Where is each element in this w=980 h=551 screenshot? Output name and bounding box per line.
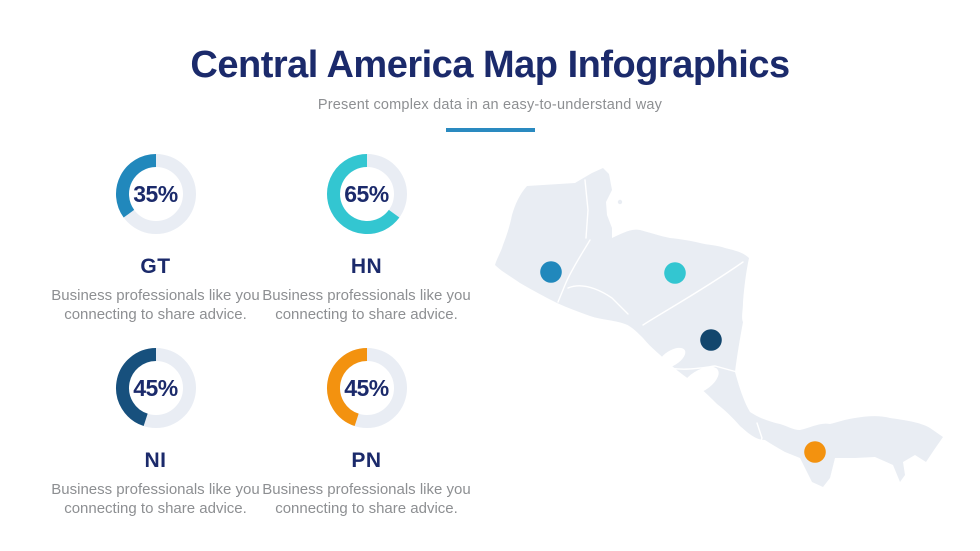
donut-percent-label: 45%	[344, 374, 389, 401]
donut-value-arc	[326, 348, 367, 427]
border-guatemala-east	[557, 239, 591, 303]
border-guatemala-belize	[584, 179, 589, 239]
map-marker-gt	[540, 261, 562, 283]
stat-description: Business professionals like you connecti…	[51, 287, 260, 323]
donut-svg	[326, 154, 407, 234]
donut-svg	[326, 348, 407, 428]
donut-percent-label: 35%	[133, 180, 178, 207]
title-underline-accent	[446, 128, 535, 132]
lake-managua	[658, 347, 686, 369]
map-island	[617, 199, 623, 205]
stat-description: Business professionals like you connecti…	[262, 287, 471, 323]
stats-grid: 35% GT Business professionals like you c…	[50, 152, 472, 518]
map-landmass	[495, 168, 943, 487]
lake-nicaragua	[681, 366, 719, 396]
page-subtitle: Present complex data in an easy-to-under…	[317, 97, 663, 113]
country-borders	[557, 179, 763, 453]
donut-svg	[115, 348, 196, 428]
donut-value-arc	[115, 154, 156, 218]
map-marker-ni	[700, 329, 722, 351]
donut-chart: 45%	[325, 346, 409, 430]
country-code-label: GT	[140, 255, 171, 278]
donut-percent-label: 45%	[133, 374, 178, 401]
stat-card-ni: 45% NI Business professionals like you c…	[50, 346, 261, 518]
stat-card-pn: 45% PN Business professionals like you c…	[261, 346, 472, 518]
donut-percent-label: 65%	[344, 180, 389, 207]
stat-description: Business professionals like you connecti…	[262, 481, 471, 517]
border-nicaragua-costarica	[661, 365, 738, 373]
border-elsalvador-honduras	[567, 285, 629, 315]
central-america-map	[495, 168, 943, 487]
page-title: Central America Map Infographics	[190, 44, 790, 86]
country-code-label: PN	[351, 449, 382, 472]
donut-value-arc	[115, 348, 156, 427]
country-code-label: HN	[350, 255, 383, 278]
country-code-label: NI	[144, 449, 167, 472]
donut-value-arc	[326, 154, 399, 234]
stat-card-gt: 35% GT Business professionals like you c…	[50, 152, 261, 346]
border-honduras-nicaragua	[642, 261, 744, 326]
donut-chart: 35%	[114, 152, 198, 236]
map-marker-hn	[664, 262, 686, 284]
donut-chart: 45%	[114, 346, 198, 430]
donut-svg	[115, 154, 196, 234]
stat-description: Business professionals like you connecti…	[51, 481, 260, 517]
donut-chart: 65%	[325, 152, 409, 236]
border-costarica-panama	[756, 422, 763, 453]
map-marker-pn	[804, 441, 826, 463]
stat-card-hn: 65% HN Business professionals like you c…	[261, 152, 472, 346]
map-markers	[540, 261, 826, 463]
